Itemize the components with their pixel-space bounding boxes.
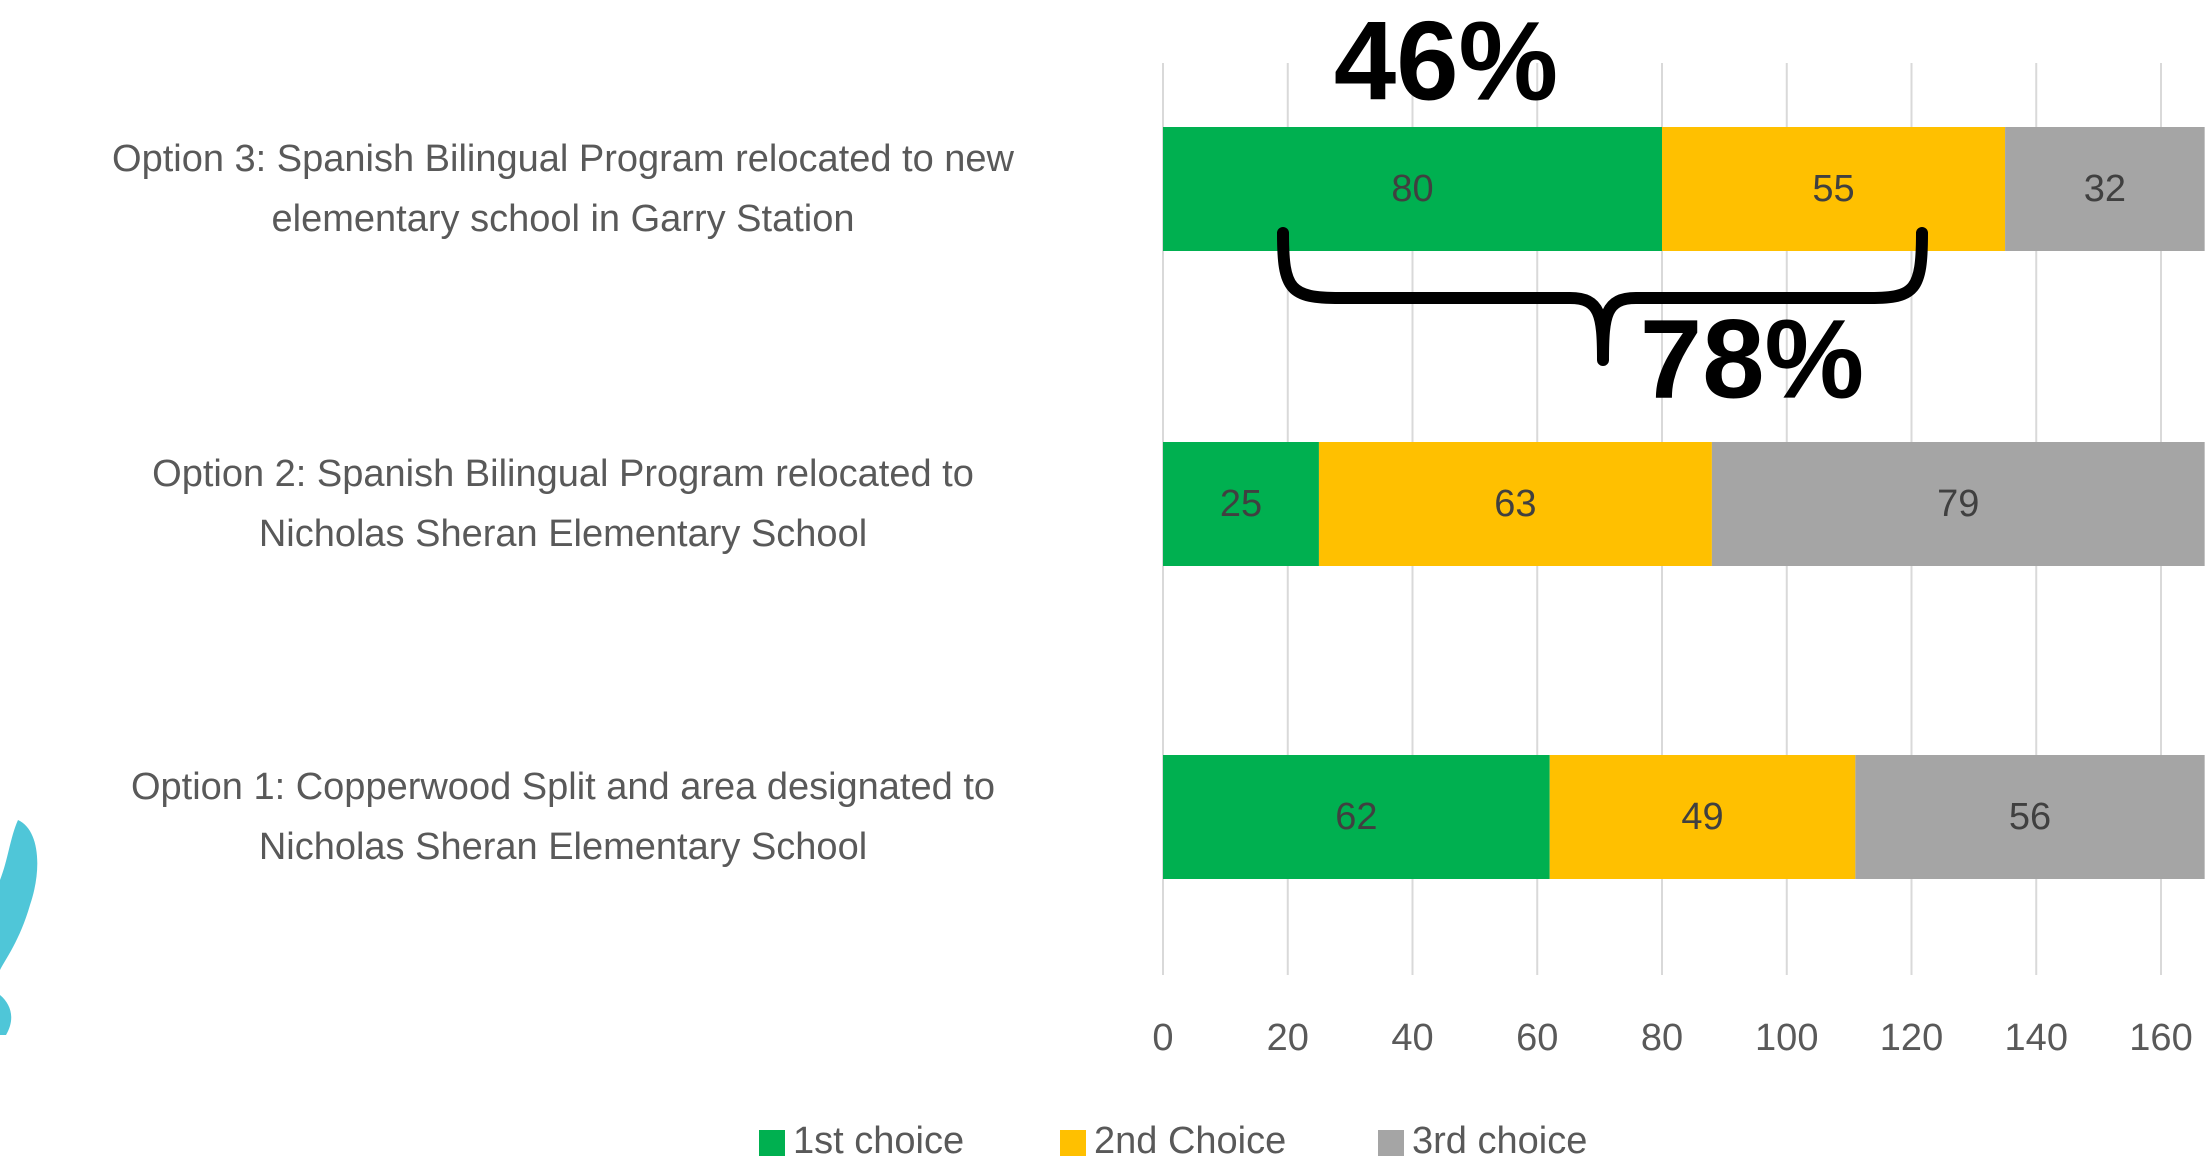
- category-label: Option 2: Spanish Bilingual Program relo…: [152, 453, 974, 555]
- bar-segment: [1163, 127, 1662, 251]
- bar-segment: [1855, 755, 2205, 879]
- legend-swatch: [1378, 1130, 1404, 1156]
- legend-label: 1st choice: [793, 1120, 964, 1161]
- brace: [1277, 227, 1928, 366]
- data-label: 80: [1391, 168, 1433, 210]
- category-label: Option 1: Copperwood Split and area desi…: [130, 766, 996, 868]
- bar-segment: [1163, 442, 1319, 566]
- bar-segment: [1711, 442, 2205, 566]
- x-tick-label: 80: [1641, 1017, 1683, 1059]
- legend-swatch: [759, 1130, 785, 1156]
- legend-label: 2nd Choice: [1094, 1120, 1286, 1161]
- legend-swatch: [1060, 1130, 1086, 1156]
- x-tick-label: 120: [1880, 1017, 1943, 1059]
- bar-segment: [1662, 127, 2006, 251]
- x-tick-label: 40: [1391, 1017, 1433, 1059]
- bar-segment: [1549, 755, 1856, 879]
- bar-segment: [1163, 755, 1550, 879]
- data-label: 56: [2009, 796, 2051, 838]
- category-label: Option 3: Spanish Bilingual Program relo…: [112, 138, 1014, 240]
- bar-segment: [1318, 442, 1712, 566]
- data-label: 79: [1937, 483, 1979, 525]
- x-tick-label: 60: [1516, 1017, 1558, 1059]
- x-tick-label: 140: [2005, 1017, 2068, 1059]
- data-label: 25: [1220, 483, 1262, 525]
- x-tick-label: 0: [1152, 1017, 1173, 1059]
- data-label: 63: [1494, 483, 1536, 525]
- data-label: 32: [2084, 168, 2126, 210]
- data-label: 49: [1681, 796, 1723, 838]
- annotation: 78%: [1640, 297, 1864, 422]
- x-tick-label: 20: [1267, 1017, 1309, 1059]
- x-tick-label: 160: [2129, 1017, 2192, 1059]
- x-tick-label: 100: [1755, 1017, 1818, 1059]
- data-label: 55: [1812, 168, 1854, 210]
- legend-label: 3rd choice: [1412, 1120, 1587, 1161]
- annotation: 46%: [1334, 0, 1558, 124]
- bar-segment: [2005, 127, 2205, 251]
- decoration: [0, 820, 38, 1035]
- data-label: 62: [1335, 796, 1377, 838]
